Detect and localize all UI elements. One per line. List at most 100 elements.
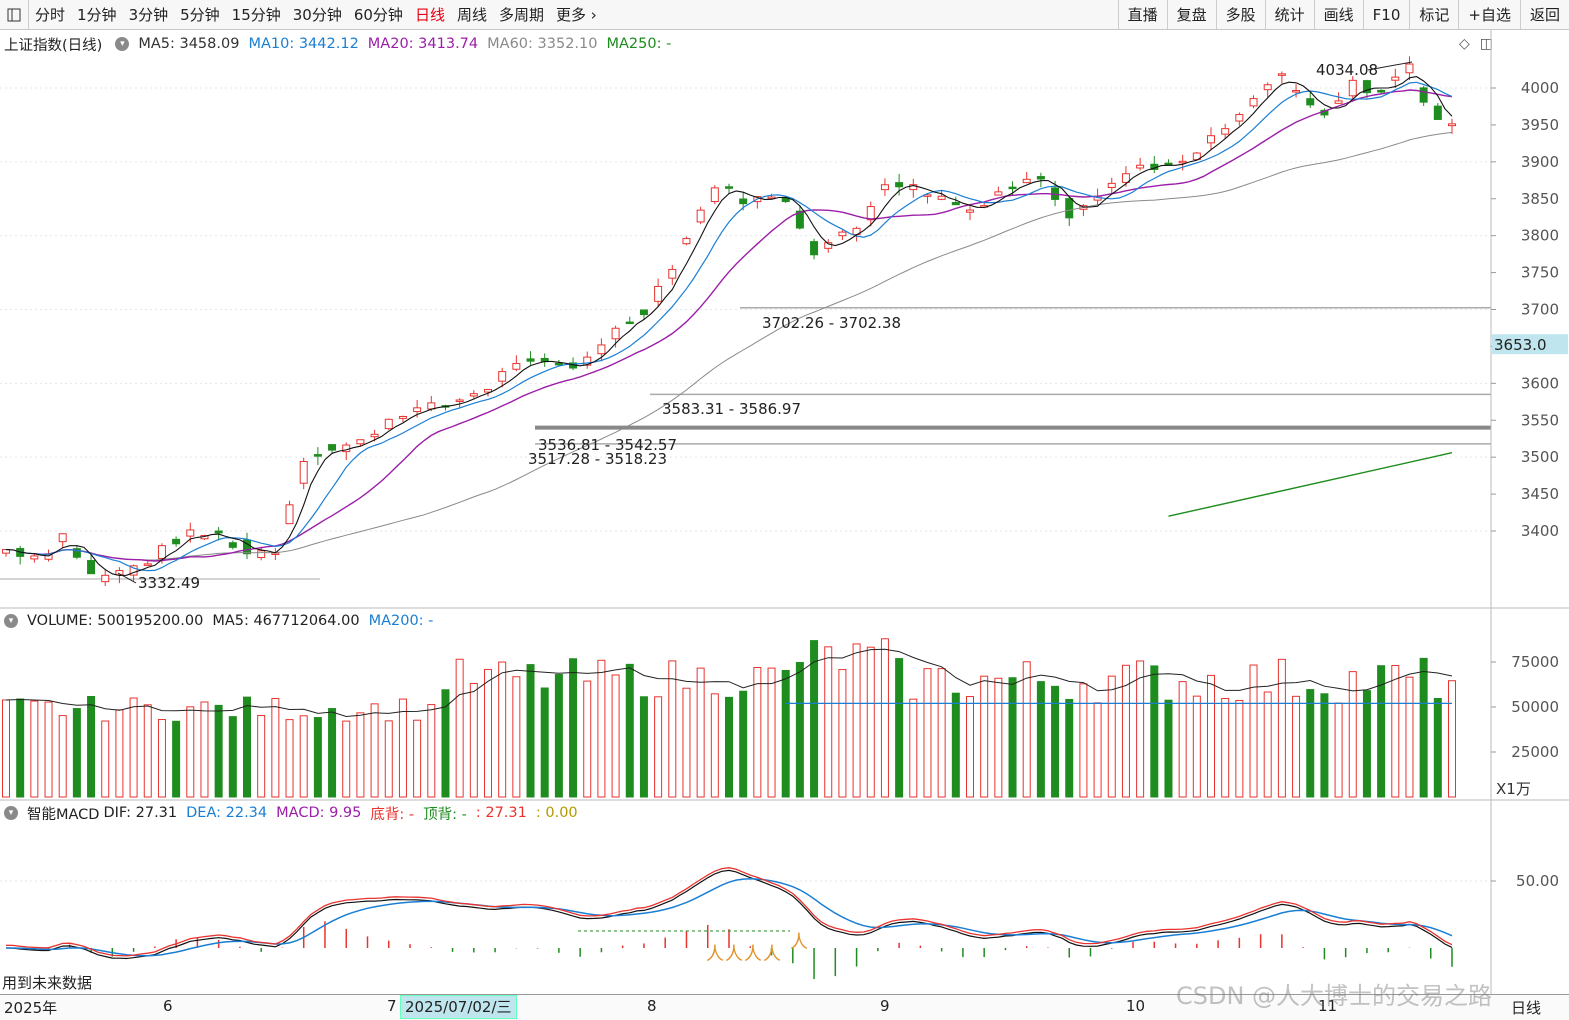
toolbar-button-2[interactable]: 多股 bbox=[1215, 0, 1265, 29]
toolbar-button-4[interactable]: 画线 bbox=[1313, 0, 1363, 29]
volume-bar bbox=[143, 704, 152, 798]
period-tab-2[interactable]: 3分钟 bbox=[128, 6, 169, 24]
volume-bar bbox=[328, 708, 337, 798]
price-axis-label: 3900 bbox=[1521, 153, 1559, 171]
collapse-icon[interactable]: ▾ bbox=[115, 37, 130, 51]
dea-value: DEA: 22.34 bbox=[186, 805, 268, 821]
volume-bar bbox=[1036, 681, 1045, 798]
x-label: 10 bbox=[1126, 997, 1146, 1015]
candle-body bbox=[257, 550, 266, 559]
collapse-icon[interactable]: ▾ bbox=[4, 614, 18, 628]
volume-bar bbox=[1306, 689, 1315, 798]
volume-ma5-line bbox=[5, 648, 1453, 718]
maximize-icon[interactable]: ◫ bbox=[1479, 36, 1493, 52]
period-tab-6[interactable]: 60分钟 bbox=[353, 6, 403, 24]
runner-icon: 人 bbox=[744, 944, 762, 965]
dif-line bbox=[5, 869, 1453, 960]
period-tab-8[interactable]: 周线 bbox=[456, 6, 487, 24]
volume-bar bbox=[725, 696, 733, 798]
volume-bar bbox=[852, 643, 861, 798]
price-axis-label: 3700 bbox=[1521, 301, 1559, 319]
toolbar-button-5[interactable]: F10 bbox=[1362, 0, 1410, 29]
panel-toggle-icon[interactable] bbox=[0, 0, 29, 29]
candle-body bbox=[611, 327, 620, 340]
candle-body bbox=[243, 539, 251, 555]
candle-body bbox=[1178, 160, 1187, 164]
volume-bar bbox=[342, 720, 351, 798]
volume-bar bbox=[172, 720, 181, 798]
volume-bar bbox=[129, 697, 138, 798]
volume-bar bbox=[285, 719, 294, 798]
period-tab-0[interactable]: 分时 bbox=[35, 6, 66, 24]
toolbar-button-0[interactable]: 直播 bbox=[1117, 0, 1167, 29]
candle-body bbox=[427, 402, 436, 410]
toolbar-button-3[interactable]: 统计 bbox=[1264, 0, 1314, 29]
candle-body bbox=[1292, 89, 1301, 93]
runner-icon: 人 bbox=[763, 944, 781, 965]
volume-bar bbox=[469, 682, 478, 798]
period-tab-4[interactable]: 15分钟 bbox=[231, 6, 281, 24]
candle-body bbox=[1448, 123, 1456, 127]
toolbar-button-8[interactable]: 返回 bbox=[1519, 0, 1569, 29]
candle-body bbox=[966, 209, 974, 213]
current-price-label: 3653.0 bbox=[1494, 336, 1547, 354]
candle-body bbox=[1334, 100, 1343, 104]
x-label: 7 bbox=[387, 997, 397, 1015]
volume-bar bbox=[313, 717, 322, 798]
watermark: CSDN @人大博士的交易之路 bbox=[1176, 982, 1493, 1010]
candle-body bbox=[1306, 98, 1315, 106]
toolbar-button-1[interactable]: 复盘 bbox=[1166, 0, 1216, 29]
candle-body bbox=[129, 565, 138, 576]
extra-value-2: : 0.00 bbox=[535, 805, 578, 821]
period-tab-5[interactable]: 30分钟 bbox=[292, 6, 342, 24]
period-tab-7[interactable]: 日线 bbox=[414, 6, 445, 24]
candle-body bbox=[498, 371, 507, 382]
level-label: 3536.81 - 3542.57 bbox=[538, 436, 677, 454]
candle-body bbox=[710, 187, 719, 203]
candle-body bbox=[1036, 176, 1045, 180]
candle-body bbox=[384, 418, 393, 430]
volume-bar bbox=[2, 699, 10, 798]
candle-body bbox=[824, 242, 833, 249]
level-label: 3517.28 - 3518.23 bbox=[528, 450, 667, 468]
volume-bar bbox=[1405, 676, 1414, 798]
volume-bar bbox=[186, 706, 195, 798]
diamond-icon[interactable]: ◇ bbox=[1458, 36, 1470, 52]
candle-body bbox=[597, 344, 606, 355]
candle-body bbox=[30, 555, 39, 560]
candle-body bbox=[725, 186, 733, 189]
volume-bar bbox=[455, 658, 464, 798]
price-axis-label: 3850 bbox=[1521, 190, 1559, 208]
volume-bar bbox=[739, 690, 748, 798]
period-tab-10[interactable]: 更多 › bbox=[555, 6, 597, 24]
period-tab-9[interactable]: 多周期 bbox=[498, 6, 544, 24]
candle-body bbox=[87, 560, 96, 575]
volume-bar bbox=[682, 687, 691, 798]
volume-bar bbox=[1150, 665, 1159, 798]
toolbar-button-7[interactable]: +自选 bbox=[1458, 0, 1520, 29]
volume-bar bbox=[1136, 660, 1145, 798]
candle-body bbox=[313, 454, 322, 457]
candle-body bbox=[370, 433, 379, 438]
candle-body bbox=[639, 309, 648, 316]
chart-title: 上证指数(日线) bbox=[4, 37, 103, 54]
toolbar-button-6[interactable]: 标记 bbox=[1409, 0, 1458, 29]
low-annotation: 3332.49 bbox=[138, 574, 200, 592]
volume-bar bbox=[753, 667, 762, 798]
candle-body bbox=[1405, 63, 1414, 74]
candle-body bbox=[328, 444, 337, 451]
volume-bar bbox=[115, 709, 124, 798]
candle-body bbox=[143, 563, 152, 566]
period-tab-1[interactable]: 1分钟 bbox=[77, 6, 117, 24]
volume-bar bbox=[512, 676, 521, 798]
kline-chart[interactable]: 4034.08 3332.49 3702.26 - 3702.38 3583.31 -… bbox=[0, 0, 1569, 994]
candle-body bbox=[1164, 162, 1173, 166]
dif-value: DIF: 27.31 bbox=[103, 805, 178, 821]
x-label: 2025年 bbox=[4, 999, 58, 1017]
collapse-icon[interactable]: ▾ bbox=[4, 806, 18, 820]
period-tab-3[interactable]: 5分钟 bbox=[180, 6, 220, 24]
candle-body bbox=[583, 356, 592, 366]
candle-body bbox=[1136, 164, 1145, 169]
price-axis-label: 3600 bbox=[1521, 374, 1559, 392]
volume-bar bbox=[214, 704, 223, 798]
